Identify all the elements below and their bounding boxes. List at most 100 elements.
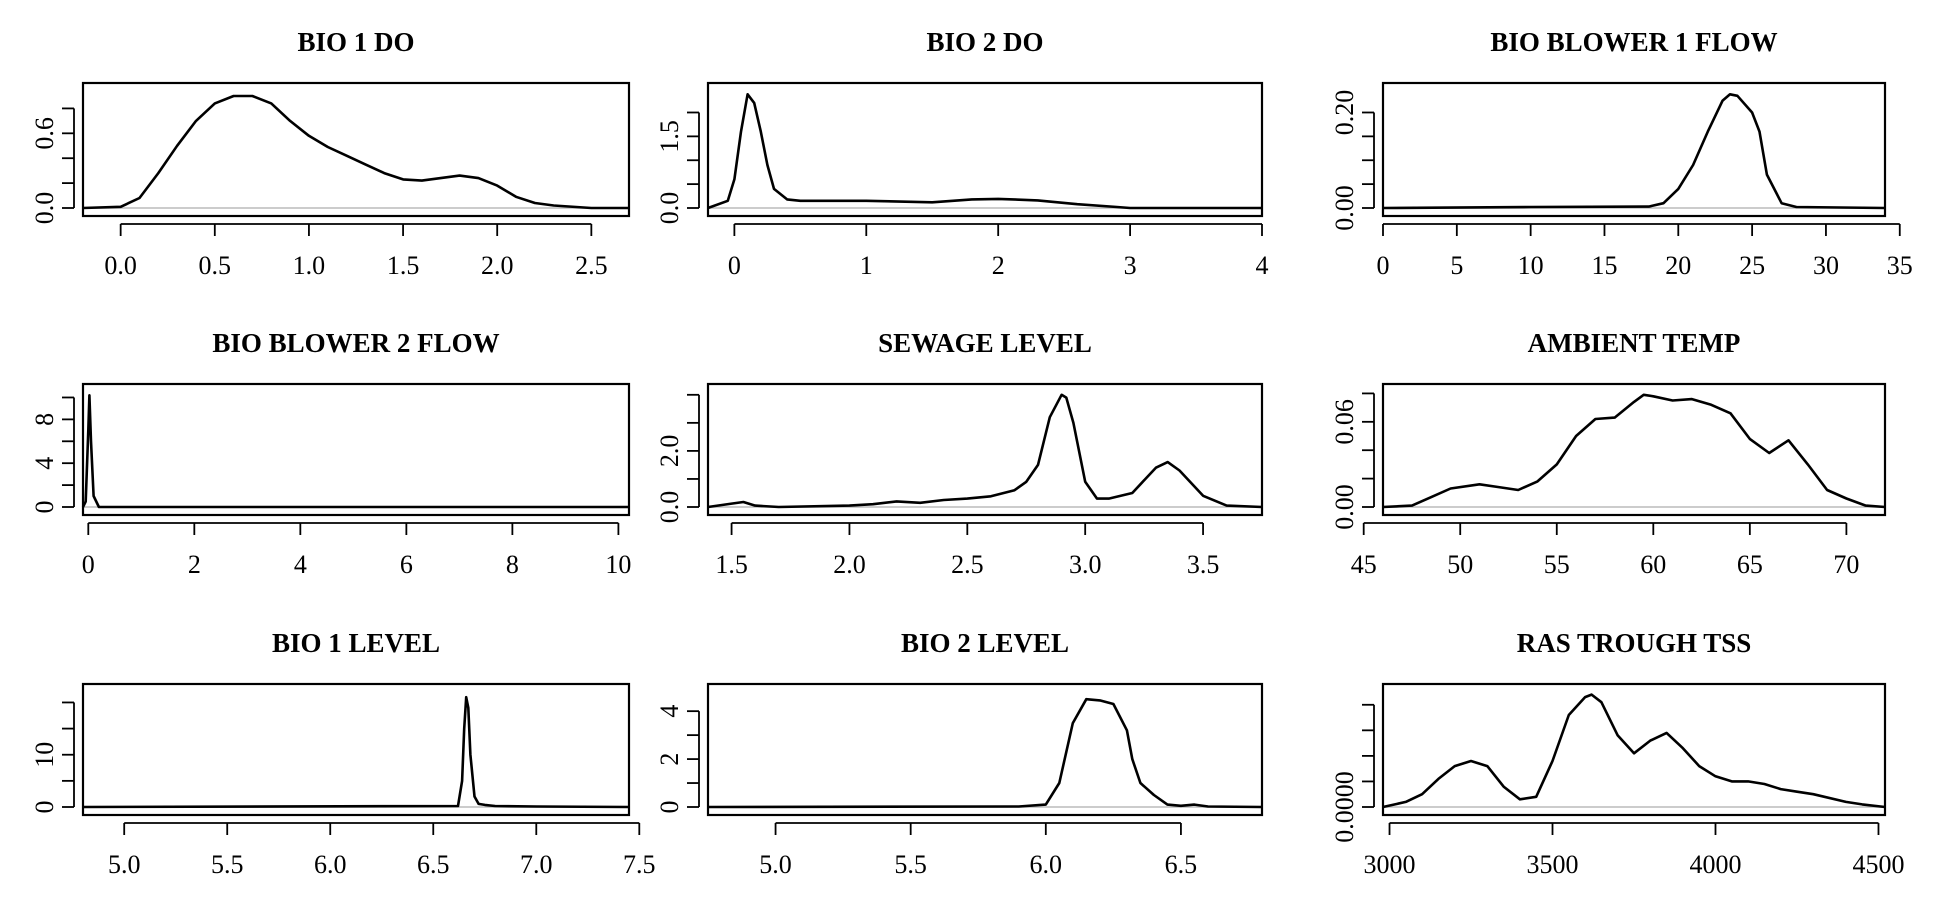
x-tick-label: 1.5 xyxy=(715,550,748,579)
y-tick-label: 8 xyxy=(30,413,59,426)
y-tick-label: 4 xyxy=(30,457,59,470)
density-curve xyxy=(82,695,630,809)
x-tick-label: 2.5 xyxy=(951,550,984,579)
y-tick-label: 0 xyxy=(30,501,59,514)
y-tick-label: 1.5 xyxy=(655,120,684,153)
panel-title: AMBIENT TEMP xyxy=(1528,328,1741,358)
x-tick-label: 6.5 xyxy=(417,850,450,879)
plot-frame xyxy=(1381,682,1887,817)
x-tick-label: 5.5 xyxy=(211,850,244,879)
x-tick-label: 7.5 xyxy=(623,850,656,879)
plot-frame xyxy=(81,682,631,817)
x-tick-label: 20 xyxy=(1665,251,1691,280)
plot-frame xyxy=(706,382,1264,517)
density-curve xyxy=(707,697,1263,809)
x-tick-label: 0.0 xyxy=(104,251,137,280)
plot-frame xyxy=(1381,81,1887,218)
panel-title: SEWAGE LEVEL xyxy=(878,328,1092,358)
density-panel: AMBIENT TEMP 45 50 55 60 65 70 0.00 0.06 xyxy=(1330,328,1887,579)
panel-title: BIO 1 DO xyxy=(297,27,414,57)
y-tick-label: 0.00 xyxy=(1330,185,1359,231)
plot-frame xyxy=(706,81,1264,218)
x-tick-label: 60 xyxy=(1640,550,1666,579)
density-curve xyxy=(1382,93,1886,210)
x-tick-label: 45 xyxy=(1351,550,1377,579)
x-tick-label: 55 xyxy=(1544,550,1570,579)
x-tick-label: 5.0 xyxy=(108,850,141,879)
density-curve xyxy=(707,93,1262,210)
panel-title: BIO 1 LEVEL xyxy=(272,628,440,658)
panel-title: BIO BLOWER 1 FLOW xyxy=(1490,27,1777,57)
x-tick-label: 5 xyxy=(1450,251,1463,280)
x-tick-label: 2.0 xyxy=(833,550,866,579)
y-tick-label: 0.0000 xyxy=(1330,771,1359,843)
density-panel: BIO BLOWER 2 FLOW 0 2 4 6 8 10 0 4 8 xyxy=(30,328,631,579)
plot-frame xyxy=(81,81,631,218)
x-tick-label: 10 xyxy=(605,550,631,579)
x-tick-label: 5.0 xyxy=(759,850,792,879)
density-panel: BIO 2 LEVEL 5.0 5.5 6.0 6.5 0 2 4 xyxy=(655,628,1264,879)
x-tick-label: 50 xyxy=(1447,550,1473,579)
x-tick-label: 2 xyxy=(992,251,1005,280)
panel-title: BIO 2 DO xyxy=(926,27,1043,57)
x-tick-label: 5.5 xyxy=(894,850,927,879)
x-tick-label: 30 xyxy=(1813,251,1839,280)
y-tick-label: 0.0 xyxy=(655,491,684,524)
density-panel: BIO 1 LEVEL 5.0 5.5 6.0 6.5 7.0 7.5 0 10 xyxy=(30,628,656,879)
x-tick-label: 0.5 xyxy=(199,251,232,280)
density-panel: BIO 1 DO 0.0 0.5 1.0 1.5 2.0 2.5 0.0 0.6 xyxy=(30,27,631,280)
x-tick-label: 65 xyxy=(1737,550,1763,579)
x-tick-label: 6.0 xyxy=(1030,850,1063,879)
x-tick-label: 0 xyxy=(82,550,95,579)
x-tick-label: 3500 xyxy=(1527,850,1579,879)
x-tick-label: 2.5 xyxy=(575,251,608,280)
density-curve xyxy=(82,94,629,210)
density-panel: BIO 2 DO 0 1 2 3 4 0.0 1.5 xyxy=(655,27,1269,280)
x-tick-label: 25 xyxy=(1739,251,1765,280)
x-tick-label: 3.0 xyxy=(1069,550,1102,579)
plot-frame xyxy=(81,382,631,517)
x-tick-label: 35 xyxy=(1887,251,1913,280)
x-tick-label: 6.0 xyxy=(314,850,347,879)
x-tick-label: 8 xyxy=(506,550,519,579)
x-tick-label: 2.0 xyxy=(481,251,514,280)
x-tick-label: 1 xyxy=(860,251,873,280)
x-tick-label: 7.0 xyxy=(520,850,553,879)
x-tick-label: 4 xyxy=(1256,251,1269,280)
x-tick-label: 4500 xyxy=(1852,850,1904,879)
x-tick-label: 0 xyxy=(728,251,741,280)
x-tick-label: 1.5 xyxy=(387,251,420,280)
x-tick-label: 3 xyxy=(1124,251,1137,280)
y-tick-label: 0 xyxy=(655,801,684,814)
panel-title: BIO 2 LEVEL xyxy=(901,628,1069,658)
x-tick-label: 4 xyxy=(294,550,307,579)
y-tick-label: 0.20 xyxy=(1330,90,1359,136)
x-tick-label: 70 xyxy=(1833,550,1859,579)
y-tick-label: 2.0 xyxy=(655,435,684,468)
x-tick-label: 0 xyxy=(1377,251,1390,280)
y-tick-label: 4 xyxy=(655,705,684,718)
y-tick-label: 0.0 xyxy=(655,192,684,225)
panel-title: BIO BLOWER 2 FLOW xyxy=(212,328,499,358)
density-panel: RAS TROUGH TSS 3000 3500 4000 4500 0.0000 xyxy=(1330,628,1904,879)
y-tick-label: 2 xyxy=(655,753,684,766)
x-tick-label: 1.0 xyxy=(293,251,326,280)
x-tick-label: 3000 xyxy=(1364,850,1416,879)
y-tick-label: 0.6 xyxy=(30,117,59,150)
y-tick-label: 0.06 xyxy=(1330,399,1359,445)
x-tick-label: 4000 xyxy=(1689,850,1741,879)
density-panel: SEWAGE LEVEL 1.5 2.0 2.5 3.0 3.5 0.0 2.0 xyxy=(655,328,1264,579)
x-tick-label: 6.5 xyxy=(1165,850,1198,879)
x-tick-label: 2 xyxy=(188,550,201,579)
density-panel: BIO BLOWER 1 FLOW 0 5 10 15 20 25 30 35 0.00 0.20 xyxy=(1330,27,1913,280)
x-tick-label: 6 xyxy=(400,550,413,579)
panel-title: RAS TROUGH TSS xyxy=(1517,628,1752,658)
y-tick-label: 0.0 xyxy=(30,192,59,225)
density-curve xyxy=(81,393,629,509)
plot-frame xyxy=(706,682,1264,817)
y-tick-label: 0.00 xyxy=(1330,484,1359,530)
density-curve xyxy=(1382,393,1886,509)
density-curve xyxy=(707,393,1263,509)
x-tick-label: 3.5 xyxy=(1187,550,1220,579)
